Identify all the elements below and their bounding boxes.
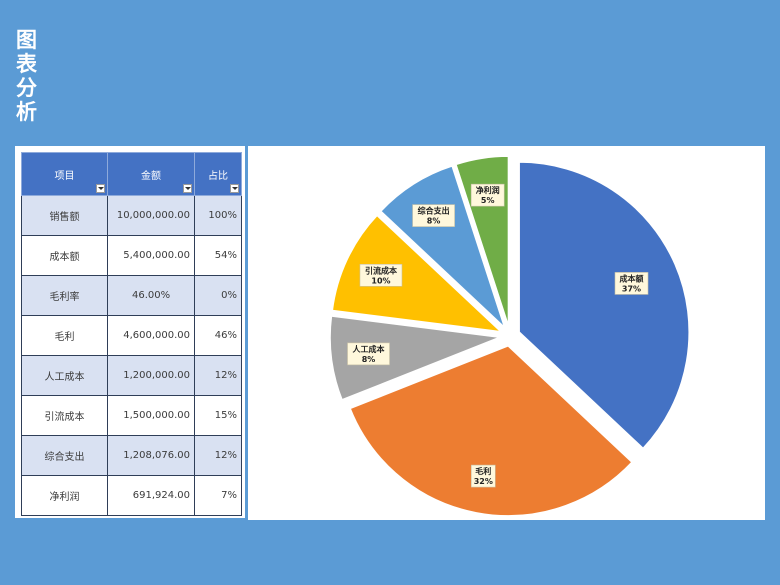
pie-label-box	[412, 204, 455, 227]
pie-slice[interactable]	[349, 344, 634, 517]
cell-amount[interactable]: 10,000,000.00	[107, 195, 195, 236]
pie-label-category: 综合支出	[418, 206, 450, 216]
table-row: 人工成本 1,200,000.00 12%	[21, 355, 242, 396]
pie-label-category: 净利润	[476, 185, 500, 195]
cell-item[interactable]: 销售额	[21, 195, 108, 236]
cell-ratio[interactable]: 12%	[194, 355, 242, 396]
cell-item[interactable]: 净利润	[21, 475, 108, 516]
pie-label-box	[470, 183, 505, 207]
cell-ratio[interactable]: 54%	[194, 235, 242, 276]
table-row: 毛利 4,600,000.00 46%	[21, 315, 242, 356]
cell-amount[interactable]: 5,400,000.00	[107, 235, 195, 276]
header-amount: 金额	[107, 152, 195, 196]
pie-slice[interactable]	[331, 214, 504, 333]
header-item-label: 项目	[54, 170, 75, 182]
cell-amount[interactable]: 1,200,000.00	[107, 355, 195, 396]
cell-amount[interactable]: 46.00%	[107, 275, 195, 316]
header-item: 项目	[21, 152, 108, 196]
pie-label-value: 32%	[474, 477, 493, 486]
pie-label-box	[470, 464, 496, 488]
table-row: 引流成本 1,500,000.00 15%	[21, 395, 242, 436]
pie-label-box	[347, 342, 390, 366]
pie-label-box	[614, 272, 649, 295]
header-amount-label: 金额	[141, 170, 161, 182]
pie-label-value: 8%	[427, 217, 441, 226]
page-title: 图表分析	[16, 28, 37, 124]
cell-ratio[interactable]: 12%	[194, 435, 242, 476]
table-row: 销售额 10,000,000.00 100%	[21, 195, 242, 236]
pie-label-value: 10%	[371, 276, 390, 285]
pie-label-category: 毛利	[475, 466, 491, 476]
filter-dropdown-icon[interactable]	[96, 184, 105, 193]
cell-item[interactable]: 引流成本	[21, 395, 108, 436]
cell-amount[interactable]: 1,208,076.00	[107, 435, 195, 476]
data-table: 项目 金额 占比 销售额 10,000,000.00 100% 成本额 5,40…	[21, 152, 242, 516]
pie-label-value: 8%	[362, 355, 376, 364]
cell-amount[interactable]: 691,924.00	[107, 475, 195, 516]
cell-item[interactable]: 综合支出	[21, 435, 108, 476]
cell-amount[interactable]: 4,600,000.00	[107, 315, 195, 356]
filter-dropdown-icon[interactable]	[230, 184, 239, 193]
cell-ratio[interactable]: 100%	[194, 195, 242, 236]
header-ratio-label: 占比	[208, 170, 228, 182]
table-row: 毛利率 46.00% 0%	[21, 275, 242, 316]
cell-ratio[interactable]: 7%	[194, 475, 242, 516]
cell-item[interactable]: 人工成本	[21, 355, 108, 396]
pie-label-category: 人工成本	[353, 344, 385, 354]
cell-item[interactable]: 成本额	[21, 235, 108, 276]
table-row: 净利润 691,924.00 7%	[21, 475, 242, 516]
table-row: 综合支出 1,208,076.00 12%	[21, 435, 242, 476]
data-table-panel: 项目 金额 占比 销售额 10,000,000.00 100% 成本额 5,40…	[15, 146, 245, 518]
pie-chart-panel[interactable]: 成本额 37% 毛利 32% 人工成本 8% 引流成本 10% 综合支出 8% 净利润 5%	[248, 146, 765, 520]
cell-ratio[interactable]: 46%	[194, 315, 242, 356]
cell-item[interactable]: 毛利率	[21, 275, 108, 316]
cell-amount[interactable]: 1,500,000.00	[107, 395, 195, 436]
pie-label-category: 引流成本	[365, 265, 397, 275]
cell-ratio[interactable]: 15%	[194, 395, 242, 436]
cell-ratio[interactable]: 0%	[194, 275, 242, 316]
pie-label-box	[359, 263, 403, 287]
table-header-row: 项目 金额 占比	[21, 152, 242, 196]
pie-label-category: 成本额	[620, 273, 644, 283]
cell-item[interactable]: 毛利	[21, 315, 108, 356]
header-ratio: 占比	[194, 152, 242, 196]
pie-slice[interactable]	[329, 315, 501, 401]
pie-slice[interactable]	[379, 164, 506, 329]
pie-label-value: 5%	[481, 196, 495, 205]
table-row: 成本额 5,400,000.00 54%	[21, 235, 242, 276]
pie-slice[interactable]	[518, 161, 690, 450]
pie-label-value: 37%	[622, 284, 641, 293]
filter-dropdown-icon[interactable]	[183, 184, 192, 193]
